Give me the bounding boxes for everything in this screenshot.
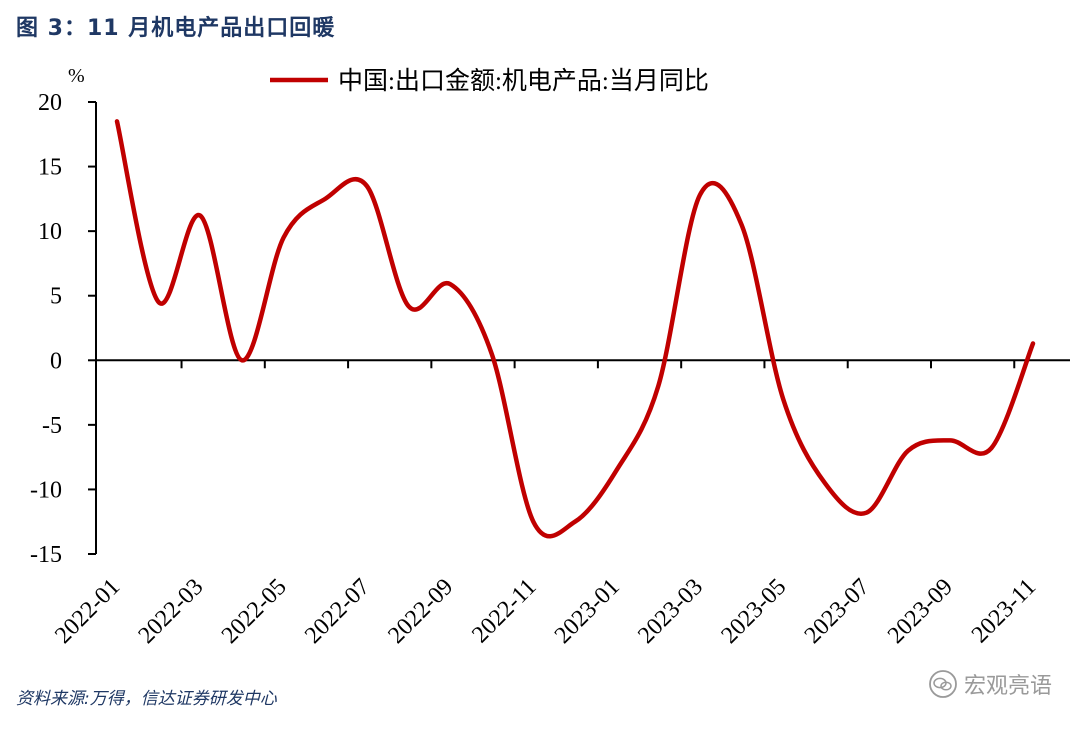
x-tick-label: 2022-07 — [300, 574, 375, 649]
y-tick-label: 0 — [50, 348, 62, 374]
x-tick-label: 2023-05 — [716, 574, 791, 649]
y-tick-label: 20 — [38, 90, 62, 116]
legend-label: 中国:出口金额:机电产品:当月同比 — [338, 67, 709, 95]
y-tick-label: 5 — [50, 284, 62, 310]
x-tick-label: 2022-09 — [383, 574, 458, 649]
x-tick-label: 2022-03 — [134, 574, 209, 649]
watermark: 宏观亮语 — [928, 668, 1052, 700]
x-tick-label: 2023-01 — [550, 574, 625, 649]
x-tick-label: 2022-05 — [217, 574, 292, 649]
legend: 中国:出口金额:机电产品:当月同比 — [270, 67, 709, 95]
x-tick-label: 2022-11 — [467, 574, 541, 648]
y-axis: 20 15 10 5 0 -5 -10 -15 — [30, 90, 97, 568]
x-axis: 2022-01 2022-03 2022-05 2022-07 2022-09 2022-… — [50, 359, 1070, 649]
x-tick-label: 2023-11 — [967, 574, 1041, 648]
y-tick-label: 10 — [38, 219, 62, 245]
x-tick-label: 2023-09 — [883, 574, 958, 649]
series-line — [114, 119, 1036, 539]
wechat-icon — [929, 670, 957, 698]
series-layer — [114, 119, 1036, 539]
y-tick-label: -15 — [30, 542, 62, 568]
x-tick-label: 2022-01 — [50, 574, 125, 649]
y-tick-label: -10 — [30, 477, 62, 503]
source-note: 资料来源:万得，信达证券研发中心 — [16, 689, 277, 709]
y-axis-unit-label: % — [68, 65, 85, 87]
x-tick-label: 2023-07 — [800, 574, 875, 649]
y-tick-label: 15 — [38, 155, 62, 181]
figure-title: 图 3：11 月机电产品出口回暖 — [16, 16, 336, 41]
watermark-text: 宏观亮语 — [963, 674, 1052, 699]
y-tick-label: -5 — [42, 413, 62, 439]
x-tick-label: 2023-03 — [633, 574, 708, 649]
